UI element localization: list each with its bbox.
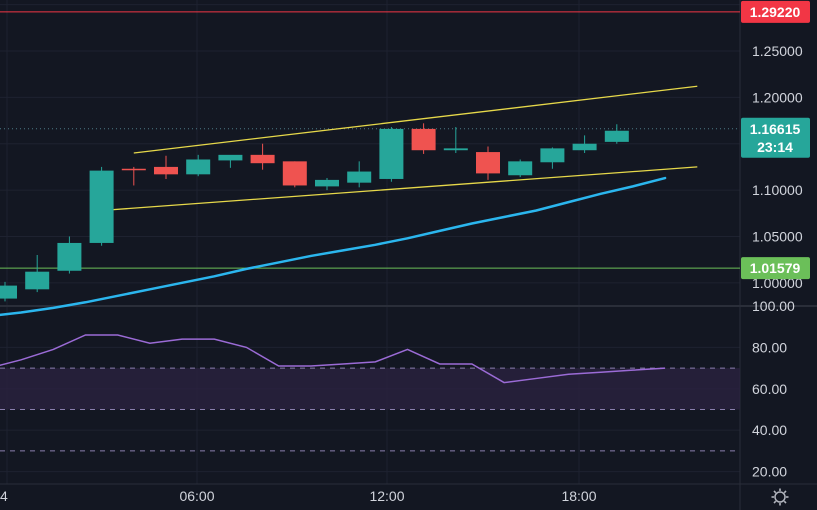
candle-body — [154, 166, 178, 175]
candle-body — [25, 271, 50, 290]
candle[interactable] — [121, 166, 146, 186]
candle-body — [315, 179, 339, 187]
time-tick-label: 12:00 — [369, 488, 404, 504]
settings-gear-icon[interactable] — [771, 488, 789, 506]
candle[interactable] — [186, 154, 211, 177]
candle[interactable] — [57, 236, 82, 274]
price-tick-label: 1.20000 — [752, 89, 803, 105]
oscillator-line[interactable] — [0, 334, 666, 384]
candle-body — [411, 128, 436, 151]
resistance-price-badge-background — [741, 0, 810, 23]
candle-body — [57, 242, 82, 271]
candle-body — [282, 161, 307, 186]
candle[interactable] — [508, 159, 533, 178]
price-tick-label: 1.25000 — [752, 43, 803, 59]
candle[interactable] — [250, 143, 275, 170]
candle[interactable] — [218, 154, 243, 168]
gear-icon-tooth — [783, 490, 787, 494]
oscillator-tick-label: 80.00 — [752, 339, 787, 355]
candle[interactable] — [0, 281, 17, 302]
candle-body — [89, 170, 114, 243]
oscillator-tick-label: 60.00 — [752, 381, 787, 397]
price-panel[interactable] — [0, 11, 740, 317]
price-tick-label: 1.05000 — [752, 228, 803, 244]
candle-body — [250, 154, 275, 164]
candle[interactable] — [443, 127, 468, 153]
resistance-price-badge-text: 1.29220 — [750, 4, 801, 20]
candle[interactable] — [411, 123, 436, 154]
candle[interactable] — [540, 147, 565, 169]
moving-average-line[interactable] — [0, 176, 667, 317]
candle-body — [572, 143, 597, 151]
last-price-badge-text: 1.16615 — [750, 121, 801, 137]
gear-icon-tooth — [773, 490, 777, 494]
candle[interactable] — [572, 135, 597, 153]
candle[interactable] — [476, 146, 500, 180]
gear-icon-ring — [774, 491, 786, 503]
candle[interactable] — [25, 255, 50, 293]
candle[interactable] — [604, 124, 629, 144]
channel-lower-line[interactable] — [101, 166, 698, 212]
candle[interactable] — [154, 155, 178, 179]
candle-body — [0, 285, 17, 299]
last-price-badge-text: 23:14 — [757, 139, 793, 155]
oscillator-band — [0, 368, 740, 410]
candle-body — [443, 148, 468, 151]
candle-body — [476, 152, 500, 174]
candle-body — [540, 148, 565, 163]
candle[interactable] — [347, 161, 372, 188]
candle-body — [347, 171, 372, 183]
candle-body — [379, 128, 404, 179]
axes: 1.250001.200001.100001.050001.00000100.0… — [0, 0, 810, 504]
candle[interactable] — [315, 178, 339, 191]
time-tick-label: 18:00 — [561, 488, 596, 504]
last-price-badge: 1.16615 23:14 — [741, 117, 810, 158]
price-tick-label: 1.10000 — [752, 182, 803, 198]
support-price-badge-text: 1.01579 — [750, 260, 801, 276]
candle-body — [604, 130, 629, 142]
candle[interactable] — [379, 127, 404, 182]
oscillator-panel[interactable] — [0, 334, 740, 452]
candle-body — [121, 168, 146, 171]
oscillator-tick-label: 100.00 — [752, 298, 795, 314]
oscillator-tick-label: 40.00 — [752, 422, 787, 438]
candle-body — [218, 154, 243, 161]
gear-icon-tooth — [783, 500, 787, 504]
candle[interactable] — [89, 166, 114, 246]
candle[interactable] — [282, 161, 307, 188]
candle-body — [186, 159, 211, 175]
candle-body — [508, 161, 533, 176]
time-tick-label: 4 — [0, 488, 8, 504]
support-price-badge-background — [741, 257, 810, 280]
channel-upper-line[interactable] — [133, 85, 698, 154]
time-tick-label: 06:00 — [179, 488, 214, 504]
gear-icon-tooth — [773, 500, 777, 504]
oscillator-tick-label: 20.00 — [752, 464, 787, 480]
support-price-badge: 1.01579 — [741, 257, 810, 280]
resistance-price-badge: 1.29220 — [741, 0, 810, 23]
last-price-badge-background — [741, 117, 810, 158]
